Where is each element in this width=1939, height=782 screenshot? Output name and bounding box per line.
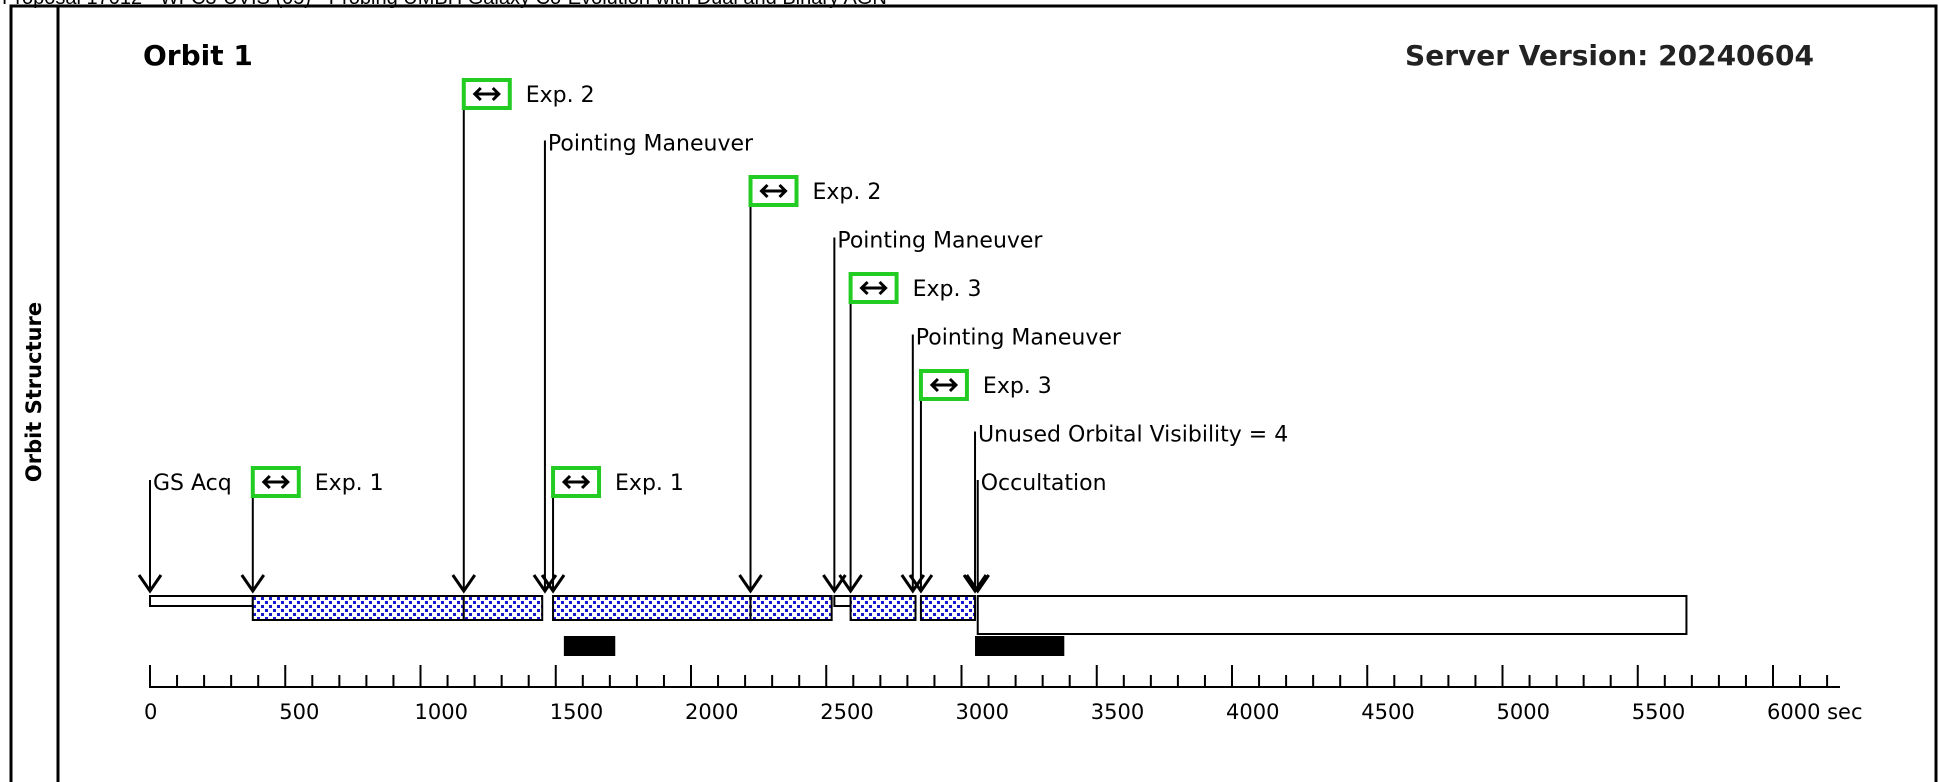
axis-tick-label: 5500	[1632, 700, 1685, 724]
marker-bar	[975, 636, 1065, 656]
event-label: Unused Orbital Visibility = 4	[978, 423, 1288, 448]
arrowhead-icon	[838, 574, 863, 594]
event-label: Exp. 2	[813, 180, 882, 205]
event-label: Exp. 1	[615, 471, 684, 496]
exposure-toggle-icon[interactable]	[461, 78, 512, 110]
event-label: Exp. 3	[913, 277, 982, 302]
arrowhead-icon	[965, 574, 990, 594]
event-label: Pointing Maneuver	[916, 326, 1122, 351]
event-label: Pointing Maneuver	[837, 229, 1043, 254]
axis-tick-label: 1500	[550, 700, 603, 724]
exposure-toggle-icon[interactable]	[551, 466, 602, 498]
timeline-segment-exposure	[749, 595, 833, 621]
marker-bars	[563, 636, 1065, 656]
timeline-segment-thin	[833, 595, 852, 607]
timeline-segment-exposure	[919, 595, 977, 621]
timeline-segment-exposure	[552, 595, 752, 621]
exposure-toggle-icon[interactable]	[848, 272, 899, 304]
event-label: GS Acq	[153, 471, 232, 496]
arrowhead-icon	[451, 574, 477, 594]
axis-tick-label: 1000	[415, 700, 468, 724]
marker-bar	[563, 636, 616, 656]
timeline-segment-exposure	[462, 595, 544, 621]
server-version: Server Version: 20240604	[1405, 39, 1814, 72]
orbit-title: Orbit 1	[143, 39, 253, 72]
timeline-bars	[149, 595, 1688, 635]
timeline-segment-occultation	[976, 595, 1688, 635]
side-label: Orbit Structure	[22, 302, 46, 482]
arrowhead-icon	[540, 574, 566, 594]
timeline-segment-exposure	[251, 595, 465, 621]
time-axis: 0 500 1000 1500 2000 2500 3000 3500 4000 4500 5000…	[144, 665, 1863, 724]
arrowhead-icon	[137, 574, 163, 594]
axis-tick-label: 2500	[820, 700, 873, 724]
event-label: Pointing Maneuver	[548, 132, 754, 157]
axis-tick-label: 4000	[1226, 700, 1279, 724]
event-label: Exp. 2	[526, 83, 595, 108]
axis-tick-label: 2000	[685, 700, 738, 724]
panel-border	[9, 4, 1938, 782]
axis-tick-label: 5000	[1497, 700, 1550, 724]
exposure-toggle-icon[interactable]	[250, 466, 301, 498]
axis-tick-label: 3500	[1091, 700, 1144, 724]
event-label: Exp. 1	[315, 471, 384, 496]
event-label: Occultation	[981, 471, 1107, 496]
timeline-segment-exposure	[849, 595, 917, 621]
axis-tick-label: 3000	[956, 700, 1009, 724]
event-label: Exp. 3	[983, 374, 1052, 399]
axis-tick-label: 4500	[1361, 700, 1414, 724]
arrowhead-icon	[962, 574, 988, 594]
exposure-toggle-icon[interactable]	[918, 369, 969, 401]
exposure-toggle-icon[interactable]	[748, 175, 799, 207]
axis-tick-label: 500	[279, 700, 319, 724]
event-annotations: GS Acq Exp. 1 Exp. 2 Pointing Maneuver Exp. …	[137, 78, 1288, 594]
arrowhead-icon	[738, 574, 763, 594]
timeline-segment-thin	[149, 595, 254, 607]
page-title: Proposal 17012 - WFC3-UVIS (05) - Probin…	[2, 0, 887, 8]
axis-tick-label: 0	[144, 700, 157, 724]
arrowhead-icon	[908, 574, 934, 594]
axis-tick-label: 6000 sec	[1767, 700, 1863, 724]
arrowhead-icon	[240, 574, 266, 594]
